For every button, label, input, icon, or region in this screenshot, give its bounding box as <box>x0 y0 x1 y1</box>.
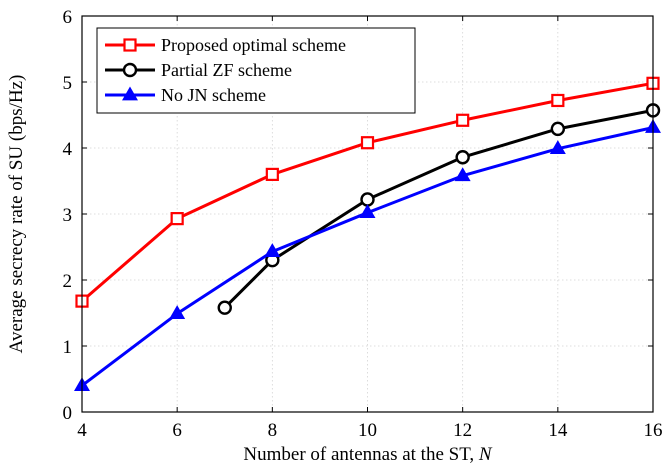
x-axis-label-text: Number of antennas at the ST, <box>243 444 479 465</box>
legend: Proposed optimal scheme Partial ZF scheme… <box>96 27 416 114</box>
x-tick-label: 16 <box>644 420 663 441</box>
data-point <box>170 212 184 226</box>
y-tick-label: 4 <box>63 139 73 160</box>
data-point <box>550 121 566 137</box>
svg-text:Number of antennas at the ST,: Number of antennas at the ST, N <box>243 444 493 465</box>
x-tick-label: 12 <box>453 420 472 441</box>
x-tick-label: 6 <box>172 420 182 441</box>
legend-label: No JN scheme <box>161 85 266 105</box>
legend-item: Proposed optimal scheme <box>105 35 346 55</box>
data-point <box>549 140 566 155</box>
legend-item: No JN scheme <box>105 85 266 105</box>
data-point <box>264 243 281 257</box>
data-point <box>265 167 279 181</box>
data-point <box>454 167 471 182</box>
legend-item: Partial ZF scheme <box>105 60 292 80</box>
x-axis-label-variable: N <box>478 444 493 465</box>
y-tick-label: 3 <box>63 205 73 226</box>
y-tick-label: 2 <box>63 271 73 292</box>
x-tick-label: 10 <box>358 420 377 441</box>
legend-marker <box>122 86 138 101</box>
data-point <box>169 305 186 320</box>
series-circle <box>217 103 661 315</box>
data-point <box>360 192 375 207</box>
data-point <box>456 113 470 127</box>
y-axis-label: Average secrecy rate of SU (bps/Hz) <box>6 75 27 354</box>
data-point <box>217 300 232 315</box>
legend-label: Proposed optimal scheme <box>161 35 346 55</box>
y-tick-label: 1 <box>63 337 73 358</box>
plot-frame <box>81 15 654 413</box>
data-point <box>359 204 376 219</box>
legend-marker <box>123 38 137 52</box>
legend-marker <box>122 62 138 78</box>
x-axis-label: Number of antennas at the ST, N <box>243 444 493 465</box>
y-tick-label: 5 <box>63 73 73 94</box>
series-line <box>223 108 654 309</box>
data-point <box>360 136 375 150</box>
data-point <box>551 93 565 108</box>
x-tick-label: 14 <box>548 420 568 441</box>
data-point <box>455 150 470 165</box>
x-tick-label: 4 <box>77 420 87 441</box>
y-tick-label: 0 <box>63 403 73 424</box>
x-tick-label: 8 <box>268 420 278 441</box>
y-tick-label: 6 <box>63 7 73 28</box>
legend-label: Partial ZF scheme <box>161 60 292 80</box>
